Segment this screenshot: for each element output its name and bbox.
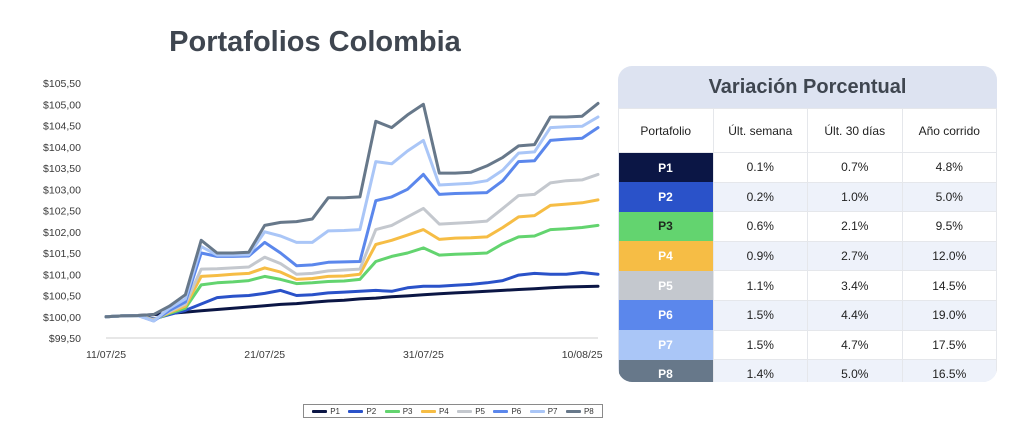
portfolio-cell: P5 [618, 270, 713, 301]
table-row: P7 1.5% 4.7% 17.5% [618, 329, 997, 361]
y-tick-label: $103,00 [43, 184, 81, 196]
portfolio-cell: P1 [618, 152, 713, 183]
legend-swatch [312, 409, 328, 413]
x-tick-label: 31/07/25 [403, 349, 444, 361]
portfolio-cell: P3 [618, 211, 713, 242]
series-line-p1 [104, 284, 600, 319]
week-cell: 1.1% [712, 270, 808, 301]
series-lines [104, 101, 600, 323]
month-cell: 2.1% [807, 211, 903, 242]
series-line-p2 [104, 271, 600, 321]
legend-label: P2 [366, 406, 377, 416]
month-cell: 2.7% [807, 240, 903, 272]
legend-item-p1: P1 [312, 407, 340, 416]
month-cell: 1.0% [807, 181, 903, 213]
legend-item-p3: P3 [384, 406, 413, 416]
ytd-cell: 19.0% [901, 299, 997, 331]
portfolio-cell: P7 [618, 330, 713, 360]
variation-panel: Variación Porcentual Portafolio Últ. sem… [618, 66, 997, 382]
portfolio-cell: P4 [618, 241, 713, 271]
week-cell: 0.6% [712, 211, 808, 242]
legend-item-p4: P4 [420, 406, 449, 416]
ytd-cell: 5.0% [901, 181, 997, 213]
line-chart: $99,50 $100,00 $100,50 $101,00 $101,50 $102,0… [43, 78, 603, 361]
ytd-cell: 16.5% [901, 359, 997, 382]
x-tick-label: 10/08/25 [562, 349, 603, 361]
legend-label: P3 [402, 406, 413, 416]
header-ult-semana: Últ. semana [712, 108, 808, 153]
legend-label: P4 [438, 406, 449, 416]
table-row: P1 0.1% 0.7% 4.8% [618, 152, 997, 183]
legend-item-p6: P6 [493, 407, 521, 416]
header-ult-30-dias: Últ. 30 días [807, 108, 903, 153]
ytd-cell: 17.5% [901, 329, 997, 361]
legend-swatch [348, 409, 364, 413]
y-tick-label: $101,50 [43, 248, 81, 260]
y-tick-label: $100,50 [43, 291, 81, 303]
chart-legend: P1 P2 P3 P4 P5 P6 P7 P8 [303, 404, 603, 418]
ytd-cell: 12.0% [901, 240, 997, 272]
week-cell: 1.4% [712, 359, 808, 382]
x-axis: 11/07/25 21/07/25 31/07/25 10/08/25 [86, 349, 603, 361]
y-tick-label: $104,50 [43, 121, 81, 133]
legend-item-p5: P5 [457, 407, 485, 416]
table-row: P6 1.5% 4.4% 19.0% [618, 299, 997, 331]
week-cell: 1.5% [712, 329, 808, 361]
legend-item-p7: P7 [529, 406, 558, 416]
table-row: P5 1.1% 3.4% 14.5% [618, 270, 997, 301]
header-ano-corrido: Año corrido [901, 108, 997, 153]
chart-title: Portafolios Colombia [169, 26, 461, 58]
legend-swatch [493, 409, 509, 413]
table-row: P4 0.9% 2.7% 12.0% [618, 240, 997, 272]
legend-swatch [565, 409, 581, 413]
month-cell: 0.7% [807, 152, 903, 183]
ytd-cell: 4.8% [901, 152, 997, 183]
week-cell: 1.5% [712, 299, 808, 331]
legend-swatch [457, 409, 473, 413]
table-row: P8 1.4% 5.0% 16.5% [618, 359, 997, 382]
table-row: P3 0.6% 2.1% 9.5% [618, 211, 997, 242]
week-cell: 0.2% [712, 181, 808, 213]
legend-label: P7 [547, 406, 558, 416]
month-cell: 3.4% [807, 270, 903, 301]
table-title: Variación Porcentual [708, 76, 907, 98]
week-cell: 0.1% [712, 152, 808, 183]
legend-label: P8 [583, 406, 594, 416]
y-tick-label: $105,00 [43, 99, 81, 111]
month-cell: 4.4% [807, 299, 903, 331]
month-cell: 5.0% [807, 359, 903, 382]
x-tick-label: 11/07/25 [86, 349, 126, 361]
y-tick-label: $99,50 [49, 333, 81, 345]
legend-label: P1 [330, 406, 341, 416]
x-tick-label: 21/07/25 [244, 349, 285, 361]
y-tick-label: $103,50 [43, 163, 81, 175]
month-cell: 4.7% [807, 329, 903, 361]
variation-table: Portafolio Últ. semana Últ. 30 días Año … [618, 108, 997, 382]
portfolio-cell: P8 [618, 359, 713, 382]
y-tick-label: $101,00 [43, 269, 81, 281]
legend-swatch [384, 409, 400, 413]
y-tick-label: $102,50 [43, 206, 81, 218]
legend-label: P5 [475, 406, 486, 416]
ytd-cell: 14.5% [901, 270, 997, 301]
series-line-p8 [104, 101, 600, 319]
legend-swatch [529, 409, 545, 413]
y-tick-label: $104,00 [43, 142, 81, 154]
legend-label: P6 [511, 406, 522, 416]
portfolio-cell: P2 [618, 182, 713, 212]
y-tick-label: $100,00 [43, 312, 81, 324]
y-tick-label: $105,50 [43, 78, 81, 90]
portfolio-cell: P6 [618, 300, 713, 331]
legend-item-p8: P8 [565, 406, 594, 416]
y-axis: $99,50 $100,00 $100,50 $101,00 $101,50 $102,0… [43, 78, 81, 345]
week-cell: 0.9% [712, 240, 808, 272]
y-tick-label: $102,00 [43, 227, 81, 239]
table-row: P2 0.2% 1.0% 5.0% [618, 181, 997, 213]
table-header-row: Portafolio Últ. semana Últ. 30 días Año … [618, 108, 997, 153]
legend-item-p2: P2 [348, 407, 376, 416]
legend-swatch [420, 409, 436, 413]
header-portafolio: Portafolio [618, 108, 714, 153]
ytd-cell: 9.5% [901, 211, 997, 242]
